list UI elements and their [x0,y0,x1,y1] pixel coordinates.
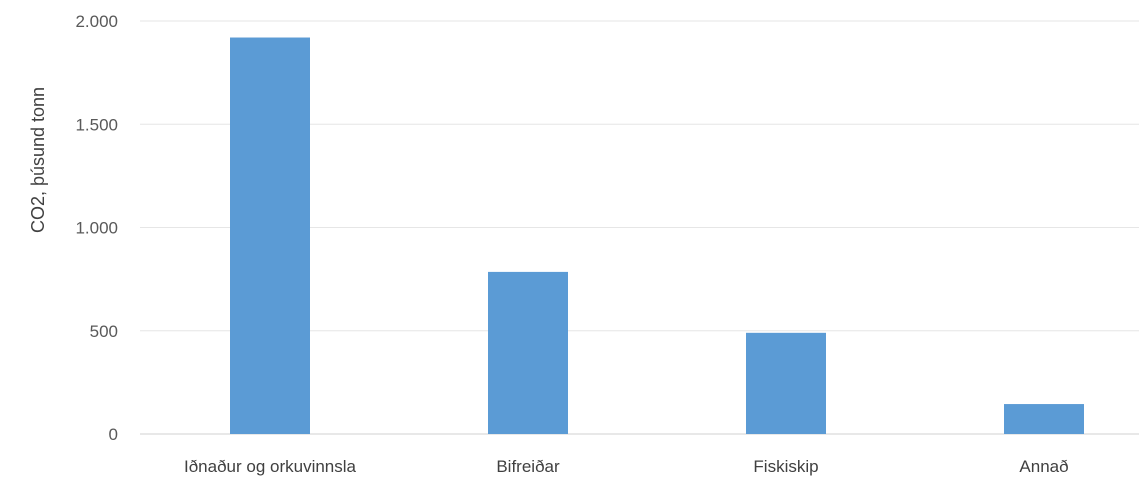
x-category-label: Bifreiðar [496,457,560,476]
x-axis-labels: Iðnaður og orkuvinnsla Bifreiðar Fiskiskip… [184,457,1069,476]
x-category-label: Fiskiskip [753,457,818,476]
bar [488,271,568,434]
y-axis-title: CO2, þúsund tonn [28,87,48,233]
y-axis-ticks: 0 500 1.000 1.500 2.000 [75,12,118,444]
y-tick-label: 1.000 [75,219,118,238]
y-tick-label: 2.000 [75,12,118,31]
bar [230,37,310,435]
y-tick-label: 500 [90,322,118,341]
x-category-label: Annað [1019,457,1068,476]
x-category-label: Iðnaður og orkuvinnsla [184,457,357,476]
bar [746,332,826,434]
y-tick-label: 1.500 [75,115,118,134]
y-tick-label: 0 [109,425,118,444]
bars [230,37,1084,435]
bar [1004,404,1084,434]
